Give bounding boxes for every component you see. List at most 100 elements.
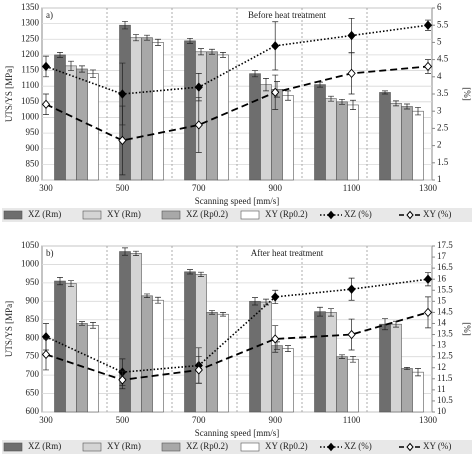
x-axis-label: Scanning speed [mm/s]: [195, 428, 280, 438]
x-tick-label: 900: [268, 415, 282, 425]
y-tick-label: 1050: [21, 240, 40, 250]
bar: [119, 251, 131, 413]
error-bar: [144, 34, 150, 41]
y2-tick-label: 3: [437, 105, 442, 115]
legend-label: XZ (Rm): [28, 209, 61, 219]
bar: [130, 253, 142, 413]
x-tick-label: 900: [268, 183, 282, 193]
bar: [195, 274, 207, 413]
error-bar: [350, 99, 356, 110]
bar: [314, 84, 326, 181]
bar: [217, 313, 229, 413]
error-bar: [155, 296, 161, 304]
y-axis-label: UTS/YS [MPa]: [4, 66, 14, 122]
y-tick-label: 1000: [21, 259, 40, 269]
y2-tick-label: 4.5: [437, 54, 449, 64]
y2-axis-label: [%]: [462, 322, 472, 336]
legend: [2, 208, 472, 222]
marker: [271, 292, 280, 302]
bar: [152, 42, 164, 181]
y2-tick-label: 12: [437, 362, 446, 372]
bar: [260, 84, 272, 181]
bar: [282, 348, 294, 413]
x-tick-label: 300: [39, 183, 53, 193]
y2-tick-label: 1: [437, 174, 442, 184]
error-bar: [382, 90, 388, 95]
line: [45, 24, 429, 95]
y2-tick-label: 6: [437, 2, 442, 12]
panel-label: a): [46, 10, 53, 20]
error-bar: [68, 60, 74, 71]
error-bar: [415, 368, 421, 377]
x-tick-label: 1100: [343, 183, 361, 193]
y-tick-label: 1300: [21, 18, 40, 28]
bar: [152, 299, 164, 413]
y2-axis-label: [%]: [462, 87, 472, 101]
marker: [194, 365, 203, 375]
x-tick-label: 500: [116, 183, 130, 193]
marker: [41, 61, 51, 72]
y-tick-label: 750: [26, 351, 40, 361]
bar: [65, 65, 77, 181]
bar: [130, 37, 142, 181]
bar: [54, 54, 66, 181]
bar: [271, 89, 283, 181]
x-tick-label: 700: [192, 183, 206, 193]
legend-swatch: [240, 210, 260, 220]
y-tick-label: 650: [26, 388, 40, 398]
y2-tick-label: 16: [437, 273, 447, 283]
y2-tick-label: 5: [437, 36, 442, 46]
legend-label: XY (Rp0.2): [265, 209, 308, 219]
y2-tick-label: 4: [437, 71, 442, 81]
legend-marker: [406, 442, 414, 452]
bar: [249, 73, 261, 181]
error-bar: [285, 345, 291, 352]
panel-note: Before heat treatment: [248, 10, 326, 20]
x-tick-label: 300: [39, 415, 53, 425]
bar: [325, 312, 337, 413]
bar: [412, 110, 424, 181]
error-bar: [209, 48, 215, 55]
marker: [423, 274, 433, 284]
marker: [194, 82, 203, 92]
marker: [347, 329, 356, 340]
error-bar: [122, 21, 128, 30]
bar: [206, 51, 218, 181]
y-tick-label: 600: [26, 406, 40, 416]
bar: [87, 73, 99, 181]
y2-tick-label: 2: [437, 140, 442, 150]
legend: [2, 440, 472, 454]
y2-tick-label: 13: [437, 340, 447, 350]
y2-tick-label: 17.5: [437, 240, 453, 250]
error-bar: [79, 65, 85, 73]
x-axis-label: Scanning speed [mm/s]: [195, 196, 280, 206]
panel-label: b): [46, 248, 54, 258]
y2-tick-label: 3.5: [437, 88, 449, 98]
bar: [336, 356, 348, 413]
legend-marker: [327, 442, 335, 452]
y-tick-label: 850: [26, 314, 40, 324]
error-bar: [252, 70, 258, 78]
error-bar: [57, 52, 63, 58]
y2-tick-label: 14: [437, 318, 447, 328]
error-bar: [198, 48, 204, 56]
marker: [347, 30, 356, 41]
error-bar: [220, 312, 226, 317]
y2-tick-label: 15: [437, 295, 447, 305]
y2-tick-label: 5.5: [437, 19, 449, 29]
legend-swatch: [240, 442, 260, 452]
y2-tick-label: 16.5: [437, 262, 453, 272]
bar: [412, 371, 424, 413]
bar: [379, 323, 391, 413]
y2-tick-label: 10: [437, 406, 447, 416]
x-tick-label: 1300: [419, 183, 438, 193]
y-tick-label: 900: [26, 143, 40, 153]
legend-swatch: [3, 442, 23, 452]
y-tick-label: 800: [26, 174, 40, 184]
legend-swatch: [82, 442, 102, 452]
error-bar: [68, 280, 74, 287]
bar: [119, 24, 131, 181]
panel-note: After heat treatment: [251, 248, 324, 258]
y-tick-label: 1000: [21, 112, 40, 122]
error-bar: [393, 100, 399, 107]
